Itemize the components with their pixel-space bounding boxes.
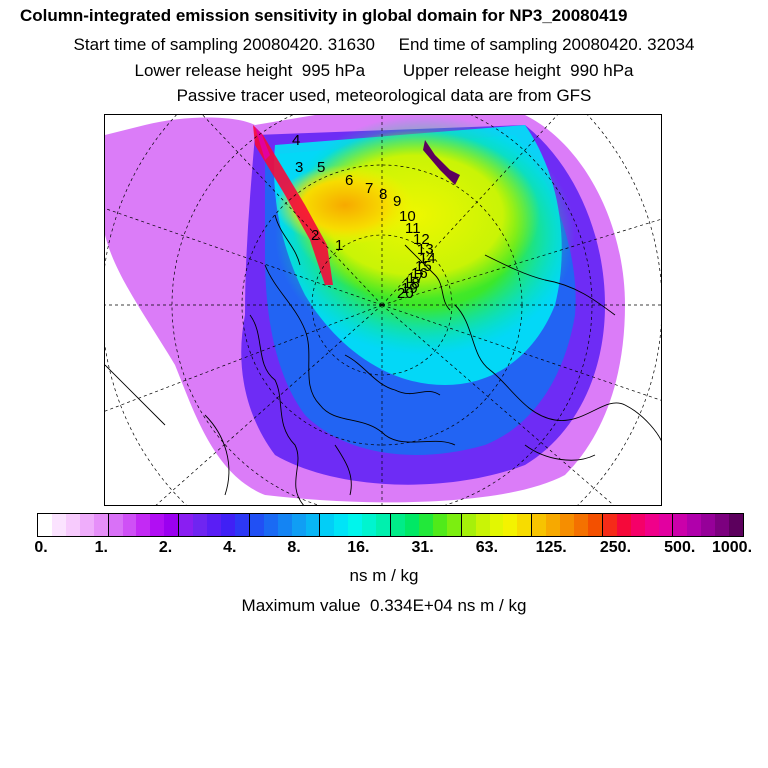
colorbar-cell [65, 514, 80, 536]
colorbar-cell [122, 514, 137, 536]
trajectory-label-20: 20 [397, 285, 414, 302]
colorbar-tick-label: 16. [347, 539, 370, 556]
colorbar-cell [418, 514, 433, 536]
colorbar-cell [391, 514, 405, 536]
trajectory-label-17: 17 [407, 270, 424, 287]
colorbar-cell [179, 514, 194, 536]
trajectory-label-11: 11 [405, 220, 421, 237]
trajectory-label-3: 3 [295, 159, 303, 176]
figure-title: Column-integrated emission sensitivity i… [20, 6, 628, 25]
colorbar-cell [658, 514, 674, 536]
trajectory-label-12: 12 [413, 231, 430, 248]
colorbar-cell [489, 514, 504, 536]
colorbar-cell [334, 514, 349, 536]
trajectory-label-1: 1 [335, 237, 343, 254]
trajectory-labels: 1 2 3 4 5 6 7 8 9 10 11 12 13 14 15 16 1… [292, 132, 436, 302]
trajectory-label-19: 19 [401, 280, 418, 297]
colorbar-cell [517, 514, 533, 536]
colorbar-cell [475, 514, 490, 536]
colorbar-cell [305, 514, 321, 536]
colorbar-cell [51, 514, 66, 536]
colorbar-cell [234, 514, 250, 536]
colorbar-tick-label: 31. [411, 539, 434, 556]
trajectory-label-16: 16 [411, 265, 428, 282]
trajectory-label-10: 10 [399, 208, 416, 225]
trajectory-label-13: 13 [417, 241, 434, 258]
maximum-value: Maximum value 0.334E+04 ns m / kg [241, 596, 527, 615]
colorbar-cell [362, 514, 377, 536]
colorbar-tick-label: 0. [34, 539, 48, 556]
trajectory-label-5: 5 [317, 159, 325, 176]
colorbar-cell [503, 514, 518, 536]
colorbar-cell [193, 514, 208, 536]
colorbar-cell [108, 514, 123, 536]
colorbar-cell [38, 514, 52, 536]
colorbar-cell [715, 514, 730, 536]
colorbar-cell [574, 514, 588, 536]
graticule [105, 115, 661, 505]
trajectory-label-8: 8 [379, 186, 387, 203]
colorbar-cell [673, 514, 688, 536]
colorbar-cell [729, 514, 744, 536]
colorbar-tick-label: 8. [287, 539, 301, 556]
colorbar-cell [404, 514, 419, 536]
trajectory-label-14: 14 [419, 250, 436, 267]
colorbar-units: ns m / kg [349, 566, 419, 585]
trajectory-label-15: 15 [415, 258, 432, 275]
colorbar-cell [220, 514, 235, 536]
colorbar-tick-label: 250. [599, 539, 632, 556]
sampling-time: Start time of sampling 20080420. 31630 E… [73, 35, 695, 54]
colorbar-cell [446, 514, 462, 536]
colorbar-cell [348, 514, 363, 536]
colorbar-cell [164, 514, 180, 536]
colorbar-cell [532, 514, 547, 536]
colorbar-cell [701, 514, 716, 536]
colorbar-cell [376, 514, 392, 536]
colorbar-cell [560, 514, 575, 536]
colorbar-tick-label: 4. [223, 539, 237, 556]
trajectory-label-9: 9 [393, 193, 401, 210]
colorbar-cell [277, 514, 292, 536]
colorbar-cell [291, 514, 306, 536]
colorbar-tick-label: 1. [94, 539, 108, 556]
color-scale-bar [37, 513, 744, 537]
sensitivity-red-streak [253, 125, 333, 285]
colorbar-cell [150, 514, 165, 536]
colorbar-tick-label: 2. [158, 539, 173, 556]
colorbar-tick-label: 1000. [711, 539, 753, 556]
colorbar-cell [644, 514, 659, 536]
trajectory-label-7: 7 [365, 180, 373, 197]
colorbar-cell [249, 514, 264, 536]
colorbar-cell [687, 514, 702, 536]
colorbar-cell [136, 514, 151, 536]
colorbar-cell [602, 514, 617, 536]
trajectory-label-6: 6 [345, 172, 353, 189]
trajectory-label-4: 4 [292, 132, 300, 149]
emission-sensitivity-map: 1 2 3 4 5 6 7 8 9 10 11 12 13 14 15 16 1… [104, 114, 662, 506]
colorbar-cell [546, 514, 561, 536]
colorbar-cell [630, 514, 645, 536]
trajectory-label-2: 2 [311, 227, 319, 244]
colorbar-cell [263, 514, 278, 536]
colorbar-cell [616, 514, 631, 536]
colorbar-cell [320, 514, 335, 536]
colorbar-cell [93, 514, 109, 536]
colorbar-tick-label: 125. [535, 539, 567, 556]
colorbar-cell [461, 514, 476, 536]
colorbar-cell [79, 514, 94, 536]
colorbar-tick-label: 500. [664, 539, 696, 556]
tracer-info: Passive tracer used, meteorological data… [176, 86, 592, 105]
colorbar-cell [432, 514, 447, 536]
release-height: Lower release height 995 hPa Upper relea… [134, 61, 634, 80]
trajectory-label-18: 18 [403, 275, 420, 292]
colorbar-cell [207, 514, 221, 536]
colorbar-tick-label: 63. [475, 539, 499, 556]
coastlines [105, 214, 661, 505]
colorbar-cell [587, 514, 603, 536]
